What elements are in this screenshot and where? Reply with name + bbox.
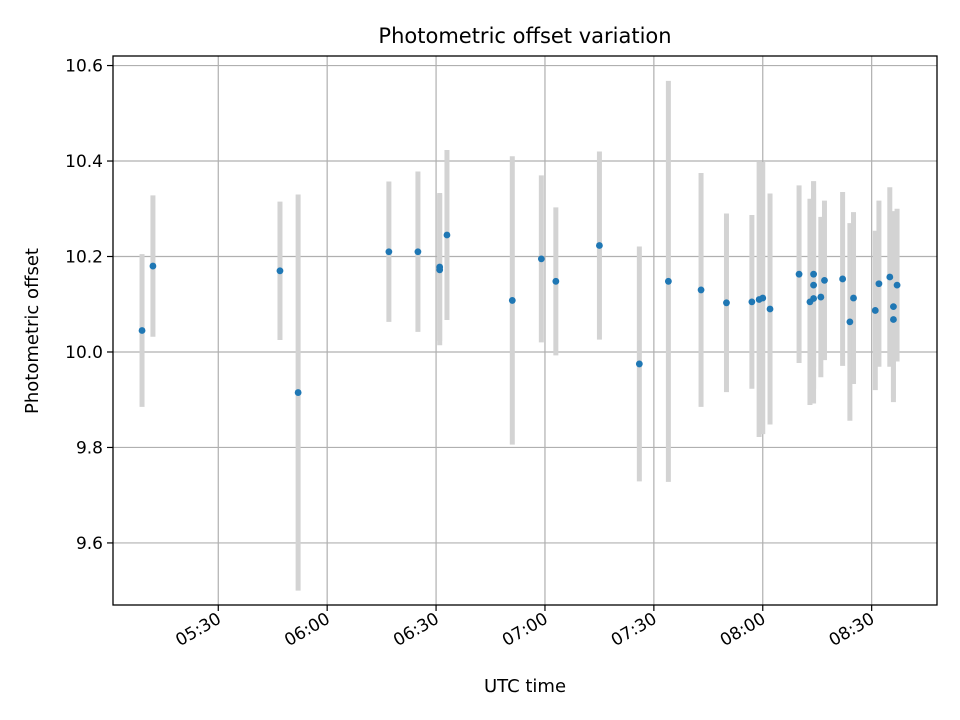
data-point	[846, 318, 854, 326]
data-point	[817, 293, 825, 301]
data-point	[414, 248, 422, 256]
chart-title: Photometric offset variation	[378, 24, 671, 48]
data-point	[385, 248, 393, 256]
data-point	[893, 281, 901, 289]
data-point	[748, 298, 756, 306]
data-points	[138, 231, 901, 396]
y-tick-label: 9.6	[76, 534, 103, 554]
data-point	[810, 281, 817, 289]
y-axis-ticks: 9.6 9.8 10.0 10.2 10.4 10.6	[65, 57, 113, 554]
y-axis-label: Photometric offset	[22, 248, 43, 414]
data-point	[138, 327, 146, 334]
data-point	[810, 295, 817, 302]
data-point	[886, 273, 894, 281]
data-point	[839, 275, 847, 283]
data-point	[596, 242, 603, 249]
y-tick-label: 10.0	[65, 343, 103, 363]
y-tick-label: 10.2	[65, 248, 103, 268]
x-axis-label: UTC time	[484, 676, 566, 697]
data-point	[149, 262, 157, 270]
y-tick-label: 10.4	[65, 152, 103, 172]
data-point	[697, 286, 705, 294]
data-point	[664, 277, 672, 285]
data-point	[766, 305, 774, 313]
data-point	[871, 307, 879, 314]
data-point	[821, 276, 828, 284]
data-point	[850, 294, 857, 302]
data-point	[890, 303, 897, 311]
data-point	[795, 270, 803, 278]
data-point	[635, 360, 643, 368]
data-point	[890, 316, 897, 323]
data-point	[759, 294, 767, 302]
data-point	[723, 299, 730, 307]
plot-frame	[112, 55, 938, 606]
y-tick-label: 10.6	[65, 57, 103, 77]
data-point	[875, 280, 883, 288]
data-point	[552, 277, 560, 285]
data-point	[294, 389, 302, 396]
data-point	[443, 231, 451, 239]
y-tick-label: 9.8	[76, 438, 103, 458]
data-point	[810, 270, 817, 278]
data-point	[508, 297, 516, 304]
data-point	[276, 267, 284, 275]
data-point	[537, 255, 545, 263]
data-point	[436, 263, 444, 271]
